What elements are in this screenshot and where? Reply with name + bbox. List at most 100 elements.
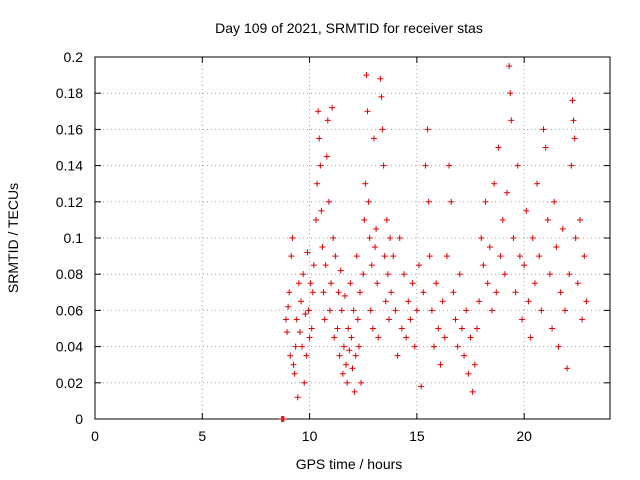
data-point	[471, 361, 478, 368]
data-point	[298, 298, 304, 305]
data-point	[568, 162, 575, 169]
data-point	[304, 249, 311, 256]
data-point	[493, 289, 500, 296]
data-point	[345, 325, 352, 332]
x-tick-label: 10	[302, 428, 318, 444]
data-point	[420, 289, 427, 296]
y-tick-label: 0.08	[56, 266, 83, 282]
data-point	[331, 334, 338, 341]
data-point	[439, 298, 446, 305]
data-point	[355, 343, 362, 350]
data-point	[338, 307, 345, 314]
data-point	[336, 352, 343, 359]
data-point	[319, 244, 326, 251]
data-point	[544, 216, 551, 223]
data-point	[340, 343, 347, 350]
data-point	[316, 135, 323, 142]
y-tick-label: 0.1	[64, 230, 84, 246]
data-point	[540, 126, 547, 133]
data-point	[579, 316, 586, 323]
data-point	[280, 416, 287, 422]
data-point	[446, 162, 453, 169]
data-point	[380, 162, 387, 169]
data-point	[370, 135, 377, 142]
data-point	[448, 198, 455, 205]
data-point	[456, 271, 463, 278]
data-point	[306, 334, 313, 341]
data-point	[381, 253, 388, 260]
data-point	[542, 144, 549, 151]
data-point	[361, 216, 368, 223]
data-point	[403, 334, 410, 341]
data-point	[307, 280, 314, 287]
data-point	[523, 207, 530, 214]
axis-ticks: 0 5 10 15 20 0 0.02 0.04 0.06 0.08 0.1 0.12 0.14 0.16…	[56, 49, 610, 444]
data-point	[469, 388, 476, 395]
data-point	[454, 343, 461, 350]
data-point	[441, 334, 448, 341]
y-tick-label: 0.18	[56, 85, 83, 101]
data-point	[378, 93, 385, 100]
data-point	[288, 253, 295, 260]
data-point	[465, 370, 472, 377]
data-point	[501, 271, 508, 278]
data-point	[372, 244, 379, 251]
data-point	[326, 307, 333, 314]
data-point	[325, 198, 332, 205]
data-point	[531, 280, 538, 287]
data-point	[322, 262, 329, 269]
data-point	[352, 352, 359, 359]
data-point	[463, 307, 470, 314]
data-point	[350, 307, 357, 314]
data-point	[418, 383, 425, 390]
data-point	[571, 135, 578, 142]
data-point	[549, 325, 556, 332]
y-tick-label: 0.2	[64, 49, 84, 65]
data-point	[450, 289, 457, 296]
data-point	[302, 311, 309, 318]
data-point	[435, 325, 442, 332]
data-point	[362, 180, 369, 187]
data-point	[339, 370, 346, 377]
data-point	[534, 180, 541, 187]
data-point	[401, 271, 407, 278]
y-tick-label: 0.14	[56, 158, 83, 174]
data-point	[467, 334, 474, 341]
data-point	[512, 289, 519, 296]
data-point	[305, 307, 312, 314]
data-point	[576, 216, 583, 223]
data-point	[383, 216, 390, 223]
data-point	[300, 271, 307, 278]
data-point	[504, 189, 510, 196]
data-point	[301, 379, 308, 386]
y-tick-label: 0.02	[56, 375, 83, 391]
data-point	[335, 289, 342, 296]
data-point	[337, 267, 344, 274]
data-point	[357, 289, 364, 296]
x-tick-label: 15	[409, 428, 425, 444]
data-point	[346, 347, 353, 354]
data-point	[525, 298, 532, 305]
data-point	[433, 280, 440, 287]
data-point	[347, 280, 354, 287]
data-point	[521, 262, 528, 269]
data-point	[321, 316, 328, 323]
data-point	[572, 235, 579, 241]
data-point	[310, 262, 317, 269]
data-point	[282, 316, 289, 323]
data-point	[303, 352, 310, 359]
data-point	[343, 361, 350, 368]
data-point	[294, 394, 301, 401]
data-point	[379, 126, 386, 133]
data-point	[396, 235, 403, 241]
data-point	[583, 298, 590, 305]
data-point	[284, 329, 291, 336]
data-point	[286, 289, 293, 296]
data-point	[382, 298, 389, 305]
data-point	[365, 198, 372, 205]
data-point	[358, 379, 365, 386]
data-points	[278, 63, 590, 422]
data-point	[569, 97, 576, 104]
data-point	[557, 289, 564, 296]
